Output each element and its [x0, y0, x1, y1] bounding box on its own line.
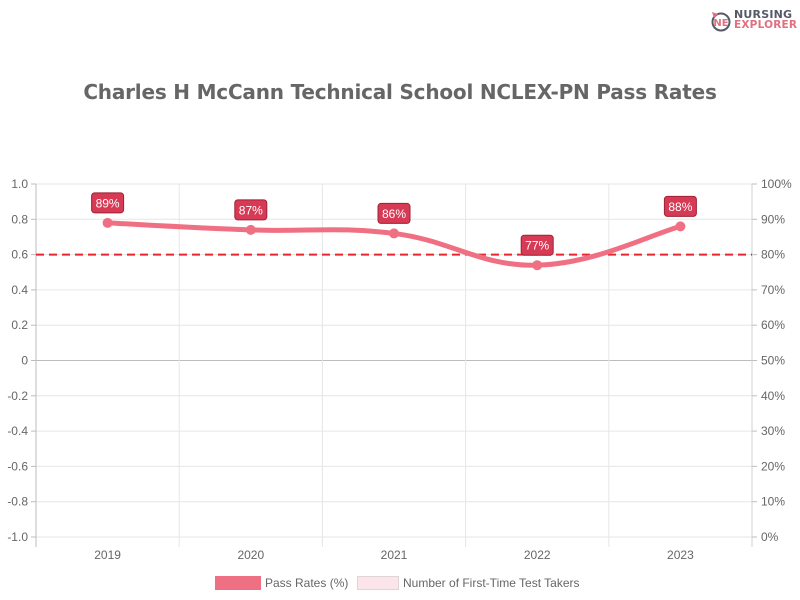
logo-line2: EXPLORER: [734, 19, 798, 31]
axes: 1.0 100% 0.8 90% 0.6 80% 0.4 70% 0.2 60% 0 50% -0.2 4…: [7, 177, 792, 562]
legend-swatch-pass-rates: [215, 576, 261, 590]
right-axis-tick: 100%: [761, 177, 792, 191]
right-axis-tick: 70%: [761, 283, 785, 297]
data-label: 87%: [234, 199, 268, 221]
left-axis-tick: 0: [21, 354, 28, 368]
data-label: 77%: [520, 234, 554, 256]
svg-text:86%: 86%: [382, 207, 406, 221]
left-axis-tick: 0.8: [11, 212, 28, 226]
data-point[interactable]: [102, 217, 113, 228]
left-axis-tick: -0.8: [7, 495, 28, 509]
data-point[interactable]: [675, 221, 686, 232]
x-axis-tick: 2023: [667, 548, 694, 562]
logo-line1: NURSING: [734, 8, 793, 21]
data-labels: 89% 87% 86% 77% 88%: [91, 192, 697, 256]
left-axis-tick: 0.4: [11, 283, 28, 297]
x-axis-tick: 2021: [381, 548, 408, 562]
left-axis-tick: -0.2: [7, 389, 28, 403]
svg-text:77%: 77%: [525, 239, 549, 253]
nursing-explorer-logo: NE NURSING EXPLORER: [710, 8, 798, 34]
left-axis-tick: 0.2: [11, 318, 28, 332]
right-axis-tick: 10%: [761, 495, 785, 509]
data-label: 89%: [91, 192, 125, 214]
right-axis-tick: 60%: [761, 318, 785, 332]
right-axis-tick: 20%: [761, 459, 785, 473]
right-axis-tick: 90%: [761, 212, 785, 226]
pass-rate-series: [102, 217, 686, 271]
chart-title: Charles H McCann Technical School NCLEX-…: [83, 80, 717, 104]
right-axis-tick: 80%: [761, 248, 785, 262]
legend-item-pass-rates[interactable]: Pass Rates (%): [215, 576, 348, 590]
legend-label-pass-rates: Pass Rates (%): [265, 576, 349, 590]
legend-item-test-takers[interactable]: Number of First-Time Test Takers: [357, 576, 579, 590]
svg-text:87%: 87%: [239, 203, 263, 217]
legend-label-test-takers: Number of First-Time Test Takers: [403, 576, 580, 590]
left-axis-tick: 1.0: [11, 177, 28, 191]
right-axis-tick: 30%: [761, 424, 785, 438]
right-axis-tick: 0%: [761, 530, 779, 544]
legend-swatch-test-takers: [357, 576, 399, 590]
x-axis-tick: 2019: [94, 548, 121, 562]
data-point[interactable]: [389, 228, 399, 239]
legend: Pass Rates (%) Number of First-Time Test…: [0, 576, 800, 592]
x-axis-tick: 2020: [237, 548, 264, 562]
data-point[interactable]: [245, 224, 256, 235]
svg-text:89%: 89%: [96, 196, 120, 210]
left-axis-tick: -0.4: [7, 424, 28, 438]
data-point[interactable]: [532, 260, 543, 271]
svg-text:NE: NE: [713, 18, 728, 29]
x-axis-tick: 2022: [524, 548, 551, 562]
left-axis-tick: -1.0: [7, 530, 28, 544]
logo-mark-icon: NE: [711, 12, 731, 32]
right-axis-tick: 40%: [761, 389, 785, 403]
right-axis-tick: 50%: [761, 354, 785, 368]
svg-text:88%: 88%: [668, 200, 692, 214]
left-axis-tick: -0.6: [7, 459, 28, 473]
data-label: 88%: [663, 195, 697, 217]
left-axis-tick: 0.6: [11, 248, 28, 262]
data-label: 86%: [377, 202, 411, 224]
